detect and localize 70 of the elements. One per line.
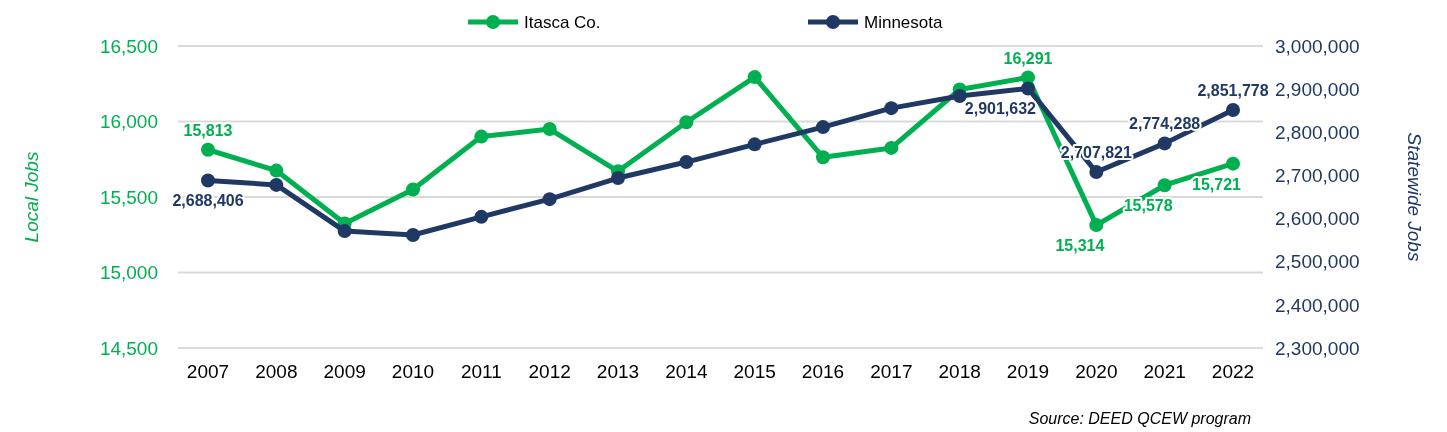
data-label: 15,721: [1192, 175, 1242, 193]
point: [406, 182, 420, 197]
point: [884, 101, 899, 116]
data-label: 15,314: [1055, 237, 1105, 255]
x-tick-label: 2012: [528, 361, 571, 382]
point: [679, 115, 694, 130]
x-tick-label: 2013: [596, 361, 640, 382]
point: [201, 173, 215, 188]
y2-tick-label: 3,000,000: [1275, 35, 1360, 57]
y2-tick-label: 2,500,000: [1275, 251, 1360, 273]
y2-tick-label: 2,900,000: [1275, 78, 1360, 100]
x-tick-label: 2011: [460, 361, 502, 382]
x-tick-label: 2020: [1075, 361, 1118, 382]
y-tick-label: 14,500: [99, 337, 158, 359]
y2-tick-label: 2,400,000: [1275, 294, 1360, 316]
x-tick-label: 2008: [255, 361, 298, 382]
x-tick-label: 2010: [391, 361, 435, 382]
point: [474, 129, 489, 144]
y2-tick-label: 2,600,000: [1275, 208, 1360, 230]
point: [1089, 165, 1104, 180]
y2-axis-title: Statewide Jobs: [1404, 132, 1425, 262]
point: [611, 171, 625, 186]
point: [816, 150, 830, 165]
point: [406, 227, 420, 242]
data-label: 2,901,632: [964, 100, 1037, 118]
y-axis-title: Local Jobs: [21, 151, 42, 243]
y-tick-label: 15,500: [99, 186, 158, 208]
y2-tick-label: 2,800,000: [1275, 121, 1360, 143]
data-label: 2,851,778: [1197, 81, 1269, 99]
point: [337, 224, 352, 239]
x-tick-label: 2019: [1006, 361, 1050, 382]
legend-label: Itasca Co.: [524, 12, 601, 32]
point: [542, 122, 557, 137]
point: [1226, 156, 1240, 171]
y-tick-label: 16,500: [99, 35, 158, 57]
point: [1226, 102, 1240, 117]
x-tick-label: 2022: [1211, 361, 1255, 382]
data-label: 16,291: [1003, 49, 1053, 67]
point: [1157, 136, 1172, 151]
x-tick-label: 2009: [323, 361, 366, 382]
source-note: Source: DEED QCEW program: [1028, 410, 1251, 427]
data-label: 15,813: [183, 121, 233, 139]
y-tick-label: 16,000: [99, 111, 158, 133]
data-label: 2,774,288: [1129, 115, 1201, 133]
x-tick-label: 2018: [938, 361, 981, 382]
x-tick-label: 2007: [186, 361, 230, 382]
y2-tick-label: 2,300,000: [1275, 337, 1360, 359]
data-label: 2,688,406: [172, 192, 244, 210]
point: [269, 177, 284, 192]
point: [542, 192, 557, 207]
x-tick-label: 2016: [801, 361, 845, 382]
point: [1157, 178, 1172, 193]
legend-label: Minnesota: [864, 12, 943, 32]
point: [747, 137, 762, 152]
point: [884, 140, 899, 155]
x-tick-label: 2021: [1143, 361, 1186, 382]
y-tick-label: 15,000: [99, 262, 158, 284]
point: [201, 142, 215, 157]
point: [679, 155, 694, 170]
x-tick-label: 2017: [870, 361, 913, 382]
point: [474, 209, 489, 224]
x-tick-label: 2015: [733, 361, 776, 382]
x-tick-label: 2014: [665, 361, 708, 382]
point: [1089, 218, 1104, 233]
y2-tick-label: 2,700,000: [1275, 165, 1360, 187]
point: [747, 70, 762, 85]
point: [269, 163, 284, 178]
point: [1021, 81, 1035, 96]
point: [952, 89, 967, 104]
point: [816, 120, 830, 135]
